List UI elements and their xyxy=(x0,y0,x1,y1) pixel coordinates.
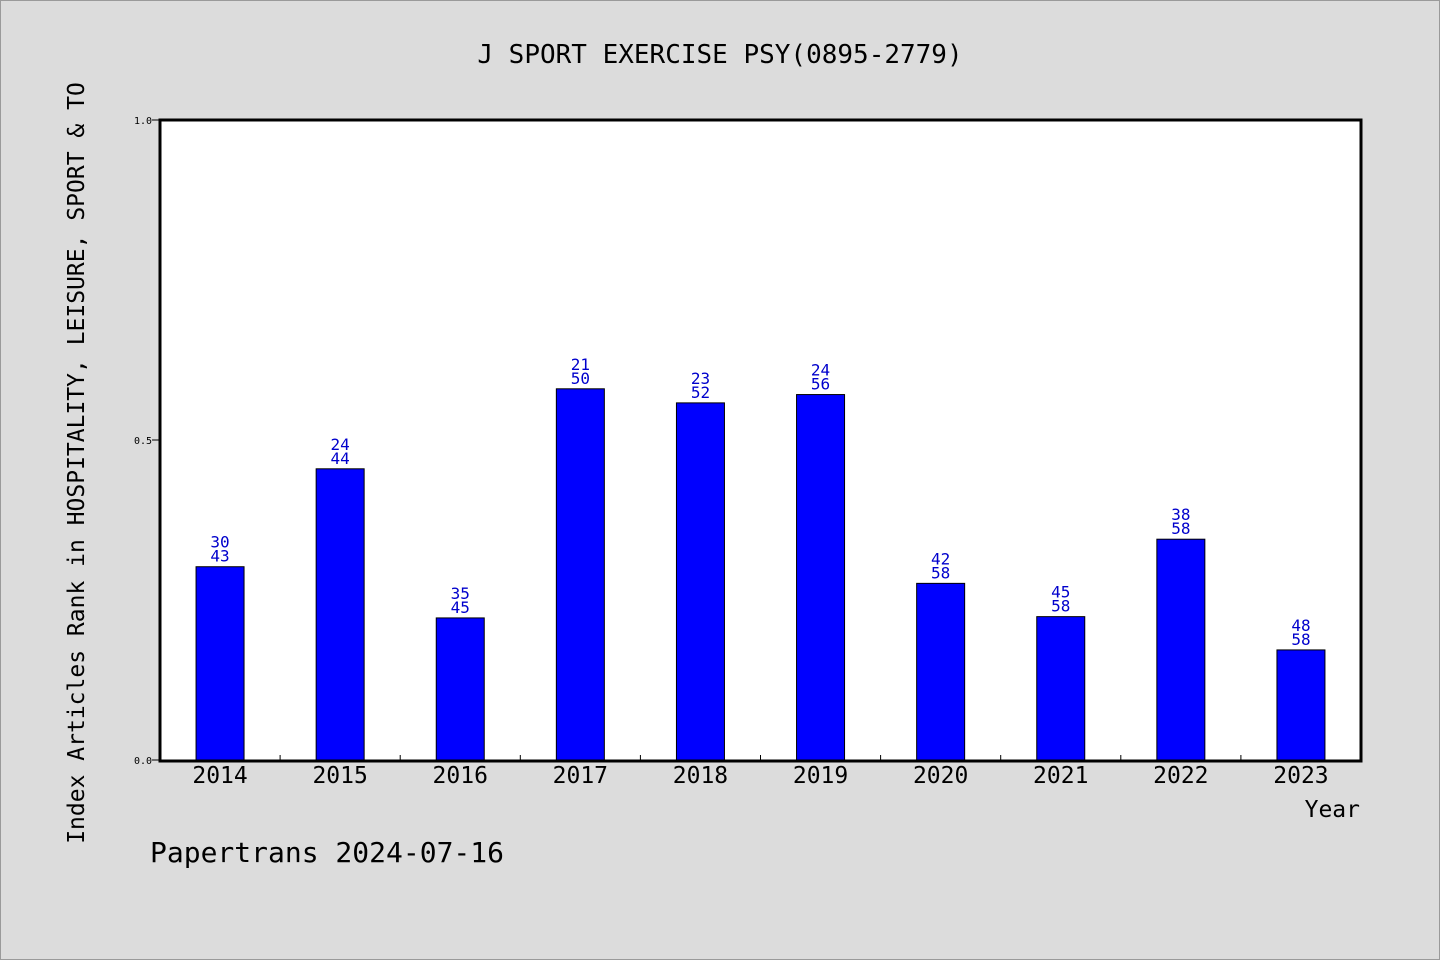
chart-title: J SPORT EXERCISE PSY(0895-2779) xyxy=(477,40,962,70)
bar-total-label: 58 xyxy=(931,563,950,582)
bar-total-label: 52 xyxy=(691,383,710,402)
bar-total-label: 43 xyxy=(210,547,229,566)
bar-rank-label: 45 xyxy=(1051,583,1070,602)
bar-rank-label: 30 xyxy=(210,533,229,552)
x-tick-label: 2014 xyxy=(192,763,247,789)
bar-2019 xyxy=(796,394,846,761)
bar-2017 xyxy=(555,388,605,761)
bar-total-label: 44 xyxy=(331,449,350,468)
y-axis: 0.0 0.5 1.0 xyxy=(134,116,160,767)
x-tick-label: 2022 xyxy=(1153,763,1208,789)
bar-rank-label: 23 xyxy=(691,369,710,388)
bar-2022 xyxy=(1156,538,1206,761)
bar-rank-label: 48 xyxy=(1291,616,1310,635)
bar-rank-label: 21 xyxy=(571,355,590,374)
y-tick-label: 0.5 xyxy=(134,436,152,447)
bar-series xyxy=(195,388,1326,761)
bar-rank-label: 24 xyxy=(331,435,350,454)
bar-total-label: 50 xyxy=(571,369,590,388)
y-tick-label: 0.0 xyxy=(134,756,152,767)
bar-rank-label: 42 xyxy=(931,549,950,568)
bar-2016 xyxy=(435,617,485,761)
bar-total-label: 45 xyxy=(451,598,470,617)
x-tick-label: 2023 xyxy=(1273,763,1328,789)
x-tick-label: 2015 xyxy=(312,763,367,789)
x-tick-label: 2021 xyxy=(1033,763,1088,789)
bar-total-label: 58 xyxy=(1051,597,1070,616)
bar-total-label: 58 xyxy=(1291,630,1310,649)
bar-rank-label: 24 xyxy=(811,361,830,380)
bar-rank-label: 38 xyxy=(1171,505,1190,524)
x-axis: 2014 2015 2016 2017 2018 2019 2020 2021 2022 2023 xyxy=(192,755,1329,789)
bar-total-label: 56 xyxy=(811,375,830,394)
x-axis-label: Year xyxy=(1305,797,1360,823)
x-tick-label: 2019 xyxy=(793,763,848,789)
bar-2021 xyxy=(1036,616,1086,761)
bar-total-label: 58 xyxy=(1171,519,1190,538)
x-tick-label: 2018 xyxy=(673,763,728,789)
y-axis-label: Index Articles Rank in HOSPITALITY, LEIS… xyxy=(64,82,90,844)
bar-rank-label: 35 xyxy=(451,584,470,603)
y-tick-label: 1.0 xyxy=(134,116,152,127)
bar-2023 xyxy=(1276,649,1326,761)
x-tick-label: 2020 xyxy=(913,763,968,789)
footer-credit: Papertrans 2024-07-16 xyxy=(150,836,504,869)
bar-2018 xyxy=(675,402,725,761)
bar-2014 xyxy=(195,566,245,761)
bar-2015 xyxy=(315,468,365,761)
bar-2020 xyxy=(916,582,966,761)
x-tick-label: 2017 xyxy=(553,763,608,789)
x-tick-label: 2016 xyxy=(433,763,488,789)
